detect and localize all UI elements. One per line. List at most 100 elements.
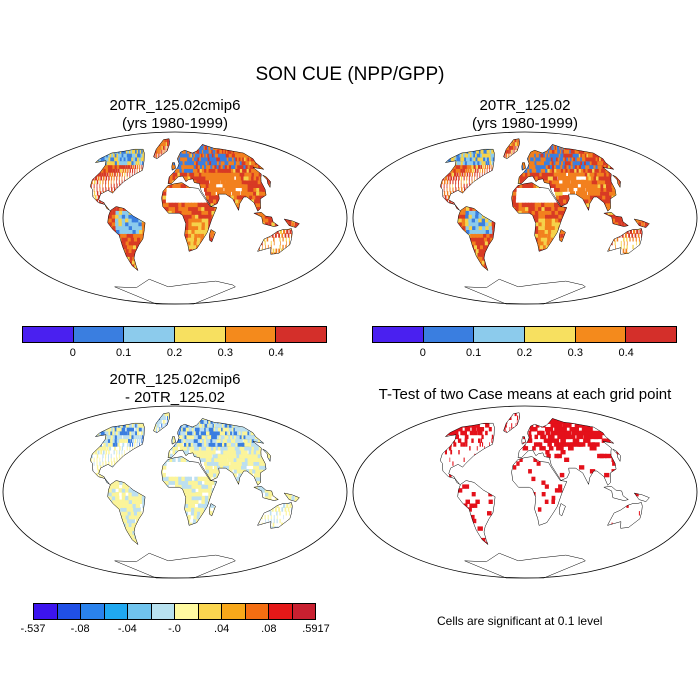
colorbar-panel-1-swatch-1 bbox=[23, 327, 74, 342]
colorbar-difference-tick-label: -.0 bbox=[168, 623, 181, 635]
greenland-land bbox=[503, 412, 521, 434]
africa-land bbox=[161, 456, 218, 526]
colorbar-difference-ticks: -.537 -.08 -.04 -.0 .04 .08 .5917 bbox=[20, 623, 329, 637]
colorbar-panel-1-tick-label: 0.2 bbox=[166, 347, 183, 359]
panel-2-title-line2: (yrs 1980-1999) bbox=[472, 115, 578, 132]
globe-outline bbox=[352, 405, 698, 579]
panel-2-title: 20TR_125.02 (yrs 1980-1999) bbox=[375, 97, 675, 133]
north-america-land bbox=[89, 148, 145, 211]
map-panel-4 bbox=[352, 405, 698, 579]
globe-outline bbox=[2, 405, 348, 579]
colorbar-difference-tick-label: .08 bbox=[261, 623, 277, 635]
japan-land bbox=[262, 448, 271, 463]
panel-3-title-line1: 20TR_125.02cmip6 bbox=[109, 371, 241, 388]
madagascar-land bbox=[558, 503, 566, 517]
britain-land bbox=[521, 436, 526, 445]
indonesia-land bbox=[253, 486, 279, 501]
globe-outline bbox=[352, 131, 698, 305]
eurasia-land bbox=[167, 144, 267, 212]
madagascar-land bbox=[208, 503, 216, 517]
colorbar-panel-2-tick-label: 0.2 bbox=[516, 347, 533, 359]
new-guinea-land bbox=[633, 218, 650, 228]
colorbar-difference-swatch-9 bbox=[222, 604, 246, 619]
australia-land bbox=[257, 502, 293, 529]
greenland-land bbox=[153, 138, 171, 160]
colorbar-panel-2-swatch-5 bbox=[575, 327, 627, 342]
figure-title: SON CUE (NPP/GPP) bbox=[255, 64, 445, 85]
colorbar-difference-tick-label: .04 bbox=[214, 623, 230, 635]
map-panel-1 bbox=[2, 131, 348, 305]
britain-land bbox=[171, 162, 176, 171]
colorbar-difference bbox=[33, 603, 316, 620]
colorbar-panel-2-tick-label: 0 bbox=[419, 347, 426, 359]
colorbar-difference-swatch-2 bbox=[57, 604, 81, 619]
indonesia-land bbox=[603, 212, 629, 227]
panel-3-title: 20TR_125.02cmip6 - 20TR_125.02 bbox=[25, 371, 325, 407]
antarctica-land bbox=[464, 552, 586, 579]
colorbar-difference-tick-label: .5917 bbox=[302, 623, 330, 635]
colorbar-panel-2-tick-label: 0.3 bbox=[567, 347, 583, 359]
panel-4-title: T-Test of two Case means at each grid po… bbox=[355, 386, 695, 404]
eurasia-land bbox=[517, 144, 617, 212]
britain-land bbox=[521, 162, 526, 171]
colorbar-panel-2-swatch-2 bbox=[423, 327, 475, 342]
map-panel-3 bbox=[2, 405, 348, 579]
colorbar-difference-swatch-4 bbox=[104, 604, 128, 619]
japan-land bbox=[612, 448, 621, 463]
indonesia-land bbox=[253, 212, 279, 227]
colorbar-panel-2-swatch-4 bbox=[525, 327, 576, 342]
significance-note: Cells are significant at 0.1 level bbox=[437, 614, 603, 628]
australia-land bbox=[257, 228, 293, 255]
antarctica-land bbox=[114, 278, 236, 305]
colorbar-panel-1-swatch-6 bbox=[276, 327, 327, 342]
colorbar-panel-1-ticks: 0 0.1 0.2 0.3 0.4 bbox=[22, 347, 327, 361]
colorbar-difference-tick-label: -.537 bbox=[20, 623, 46, 635]
panel-1-title-line2: (yrs 1980-1999) bbox=[122, 115, 228, 132]
colorbar-panel-1-swatch-2 bbox=[73, 327, 125, 342]
panel-4-title-line1: T-Test of two Case means at each grid po… bbox=[378, 386, 672, 403]
north-america-land bbox=[439, 148, 495, 211]
colorbar-panel-2-swatch-3 bbox=[474, 327, 526, 342]
greenland-land bbox=[503, 138, 521, 160]
antarctica-land bbox=[464, 278, 586, 305]
new-guinea-land bbox=[283, 218, 300, 228]
colorbar-panel-1-swatch-3 bbox=[124, 327, 176, 342]
panel-2-title-line1: 20TR_125.02 bbox=[479, 97, 571, 114]
new-guinea-land bbox=[283, 492, 300, 502]
colorbar-panel-1-tick-label: 0.1 bbox=[116, 347, 132, 359]
panel-1-title-line1: 20TR_125.02cmip6 bbox=[109, 97, 241, 114]
globe-outline bbox=[2, 131, 348, 305]
colorbar-panel-1-swatch-5 bbox=[225, 327, 277, 342]
colorbar-difference-swatch-8 bbox=[198, 604, 222, 619]
colorbar-difference-swatch-10 bbox=[245, 604, 269, 619]
colorbar-panel-1-tick-label: 0.4 bbox=[268, 347, 284, 359]
colorbar-panel-1 bbox=[22, 326, 327, 343]
south-america-land bbox=[457, 480, 496, 546]
map-panel-2 bbox=[352, 131, 698, 305]
colorbar-difference-swatch-1 bbox=[34, 604, 58, 619]
colorbar-difference-swatch-6 bbox=[151, 604, 175, 619]
colorbar-difference-swatch-7 bbox=[175, 604, 199, 619]
madagascar-land bbox=[558, 229, 566, 243]
colorbar-difference-tick-label: -.08 bbox=[70, 623, 90, 635]
colorbar-panel-2 bbox=[372, 326, 677, 343]
australia-land bbox=[607, 228, 643, 255]
japan-land bbox=[612, 174, 621, 189]
new-guinea-land bbox=[633, 492, 650, 502]
colorbar-panel-2-swatch-6 bbox=[626, 327, 677, 342]
colorbar-difference-swatch-12 bbox=[292, 604, 315, 619]
colorbar-panel-2-swatch-1 bbox=[373, 327, 424, 342]
panel-3-title-line2: - 20TR_125.02 bbox=[124, 389, 226, 406]
britain-land bbox=[171, 436, 176, 445]
colorbar-panel-2-ticks: 0 0.1 0.2 0.3 0.4 bbox=[372, 347, 677, 361]
antarctica-land bbox=[114, 552, 236, 579]
north-america-land bbox=[439, 422, 495, 485]
colorbar-difference-swatch-11 bbox=[269, 604, 293, 619]
africa-land bbox=[511, 182, 568, 252]
south-america-land bbox=[457, 206, 496, 272]
panel-1-title: 20TR_125.02cmip6 (yrs 1980-1999) bbox=[25, 97, 325, 133]
colorbar-difference-tick-label: -.04 bbox=[117, 623, 137, 635]
africa-land bbox=[161, 182, 218, 252]
colorbar-panel-2-tick-label: 0.1 bbox=[466, 347, 482, 359]
colorbar-panel-1-swatch-4 bbox=[175, 327, 226, 342]
